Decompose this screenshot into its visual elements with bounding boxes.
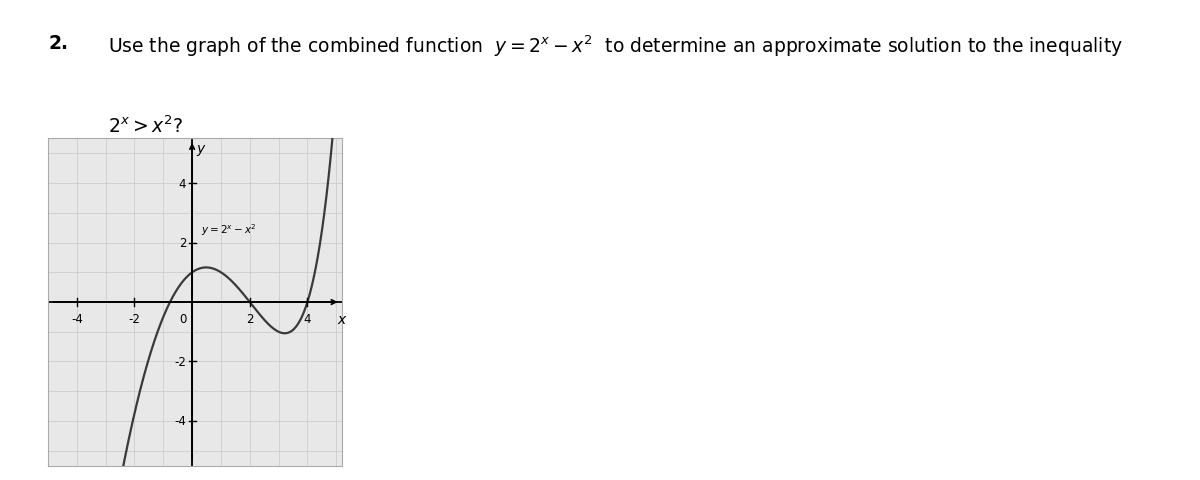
Text: 2: 2 xyxy=(179,237,186,250)
Text: Use the graph of the combined function  $y = 2^x - x^2$  to determine an approxi: Use the graph of the combined function $… xyxy=(108,34,1123,59)
Text: -4: -4 xyxy=(71,313,83,326)
Text: 4: 4 xyxy=(304,313,311,326)
Text: y: y xyxy=(197,142,205,156)
Text: $2^x > x^2$?: $2^x > x^2$? xyxy=(108,115,184,137)
Text: -2: -2 xyxy=(128,313,140,326)
Text: 4: 4 xyxy=(179,177,186,190)
Text: -4: -4 xyxy=(174,415,186,428)
Text: $y = 2^x - x^2$: $y = 2^x - x^2$ xyxy=(200,221,257,237)
Text: -2: -2 xyxy=(174,355,186,368)
Text: x: x xyxy=(337,313,346,327)
Text: 0: 0 xyxy=(179,313,186,326)
Text: 2: 2 xyxy=(246,313,253,326)
Text: 2.: 2. xyxy=(48,34,68,53)
